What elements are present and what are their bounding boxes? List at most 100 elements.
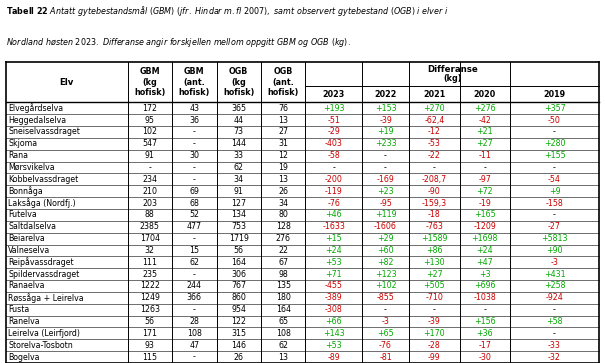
Text: 172: 172 (142, 104, 157, 113)
Text: -: - (193, 127, 196, 136)
Text: -924: -924 (546, 293, 563, 302)
Text: Heggedalselva: Heggedalselva (8, 116, 67, 125)
Text: +66: +66 (325, 317, 342, 326)
Text: +1698: +1698 (472, 234, 498, 243)
Text: -403: -403 (325, 139, 342, 148)
Text: 244: 244 (187, 281, 202, 290)
Text: $\bf{Tabell\ 22}$ $\it{Antatt\ gytebestandsmål\ (GBM)\ (jfr.\ Hindar\ m.fl\ 2007: $\bf{Tabell\ 22}$ $\it{Antatt\ gytebesta… (6, 4, 449, 18)
Text: 26: 26 (234, 352, 244, 362)
Text: Leirelva (Leirfjord): Leirelva (Leirfjord) (8, 329, 80, 338)
Text: -389: -389 (325, 293, 342, 302)
Text: -33: -33 (548, 341, 561, 350)
Text: Fusta: Fusta (8, 305, 30, 314)
Text: 98: 98 (278, 270, 288, 279)
Text: 34: 34 (278, 199, 288, 208)
Text: +27: +27 (426, 270, 443, 279)
Text: Laksåga (Nordfj.): Laksåga (Nordfj.) (8, 198, 76, 208)
Text: GBM
(kg
hofisk): GBM (kg hofisk) (134, 68, 166, 97)
Text: -855: -855 (377, 293, 394, 302)
Text: 171: 171 (142, 329, 157, 338)
Text: -200: -200 (325, 175, 342, 184)
Text: 135: 135 (276, 281, 291, 290)
Text: +276: +276 (474, 104, 495, 113)
Text: -: - (193, 352, 196, 362)
Text: 276: 276 (276, 234, 291, 243)
Text: Skjoma: Skjoma (8, 139, 38, 148)
Text: -159,3: -159,3 (422, 199, 447, 208)
Text: -1038: -1038 (474, 293, 496, 302)
Text: 1719: 1719 (229, 234, 249, 243)
Text: 954: 954 (231, 305, 246, 314)
Text: 65: 65 (278, 317, 288, 326)
Text: -17: -17 (479, 341, 491, 350)
Text: +505: +505 (424, 281, 445, 290)
Text: Kobbelvassdraget: Kobbelvassdraget (8, 175, 79, 184)
Text: -58: -58 (327, 151, 340, 160)
Text: +24: +24 (477, 246, 493, 255)
Text: +270: +270 (424, 104, 445, 113)
Text: 134: 134 (231, 211, 246, 219)
Text: 68: 68 (189, 199, 199, 208)
Text: 164: 164 (276, 305, 291, 314)
Text: -: - (483, 305, 486, 314)
Text: 144: 144 (231, 139, 246, 148)
Text: 111: 111 (142, 258, 157, 267)
Text: +193: +193 (323, 104, 344, 113)
Text: -: - (193, 234, 196, 243)
Text: -22: -22 (428, 151, 441, 160)
Text: 1263: 1263 (140, 305, 160, 314)
Text: 91: 91 (145, 151, 155, 160)
Text: 13: 13 (278, 116, 288, 125)
Text: +119: +119 (374, 211, 396, 219)
Text: 235: 235 (142, 270, 157, 279)
Text: +21: +21 (477, 127, 493, 136)
Text: -: - (332, 163, 335, 172)
Text: -42: -42 (479, 116, 491, 125)
Text: 767: 767 (231, 281, 246, 290)
Text: +258: +258 (544, 281, 565, 290)
Text: +90: +90 (546, 246, 563, 255)
Text: -99: -99 (428, 352, 440, 362)
Text: 203: 203 (142, 199, 157, 208)
Text: -: - (148, 163, 151, 172)
Text: 753: 753 (231, 222, 246, 231)
Text: -50: -50 (548, 116, 561, 125)
Text: -308: -308 (325, 305, 342, 314)
Text: -1633: -1633 (322, 222, 345, 231)
Text: 860: 860 (231, 293, 246, 302)
Text: -12: -12 (428, 127, 441, 136)
Text: 2023: 2023 (322, 90, 345, 99)
Text: -39: -39 (428, 317, 441, 326)
Text: Futelva: Futelva (8, 211, 37, 219)
Text: Ranaelva: Ranaelva (8, 281, 45, 290)
Text: -: - (193, 270, 196, 279)
Text: -19: -19 (479, 199, 491, 208)
Text: +280: +280 (544, 139, 565, 148)
Text: 34: 34 (234, 175, 244, 184)
Text: -208,7: -208,7 (422, 175, 447, 184)
Text: +153: +153 (374, 104, 396, 113)
Text: 13: 13 (278, 352, 288, 362)
Text: 67: 67 (278, 258, 288, 267)
Text: +165: +165 (474, 211, 495, 219)
Text: +36: +36 (477, 329, 493, 338)
Text: 15: 15 (189, 246, 199, 255)
Text: -76: -76 (327, 199, 340, 208)
Text: +156: +156 (474, 317, 495, 326)
Text: 62: 62 (278, 341, 288, 350)
Text: 36: 36 (189, 116, 199, 125)
Text: $\it{Nordland\ høsten\ 2023.\ Differanse\ angir\ forskjellen\ mellom\ oppgitt\ G: $\it{Nordland\ høsten\ 2023.\ Differanse… (6, 36, 351, 49)
Text: 33: 33 (234, 151, 244, 160)
Text: 127: 127 (231, 199, 246, 208)
Text: 108: 108 (276, 329, 290, 338)
Text: -: - (553, 211, 556, 219)
Text: -: - (483, 163, 486, 172)
Text: 2021: 2021 (424, 90, 445, 99)
Text: 28: 28 (189, 317, 199, 326)
Text: +696: +696 (474, 281, 495, 290)
Text: Bonnåga: Bonnåga (8, 186, 43, 196)
Text: 365: 365 (231, 104, 246, 113)
Text: 30: 30 (189, 151, 199, 160)
Text: -: - (193, 175, 196, 184)
Text: -51: -51 (327, 116, 340, 125)
